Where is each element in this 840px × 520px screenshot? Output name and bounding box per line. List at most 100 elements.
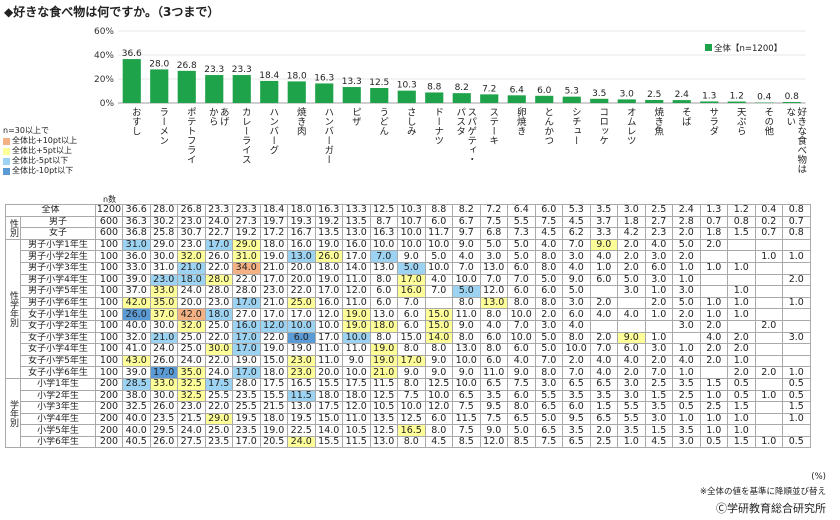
value-cell: 17.0 <box>149 366 178 379</box>
value-cell: 10.0 <box>397 401 426 414</box>
value-cell <box>782 424 811 437</box>
value-cell: 27.3 <box>232 215 261 229</box>
value-cell: 3.5 <box>562 424 591 437</box>
category-label: コロッケ <box>597 107 609 145</box>
value-cell: 1.0 <box>754 389 783 403</box>
value-cell <box>782 343 811 356</box>
value-cell: 17.0 <box>314 285 343 298</box>
value-cell: 1.0 <box>699 308 728 321</box>
value-cell: 1.0 <box>727 424 756 437</box>
value-cell: 1.0 <box>672 366 701 379</box>
value-cell: 3.0 <box>672 285 701 298</box>
value-cell: 7.5 <box>534 215 563 229</box>
value-cell: 10.0 <box>562 343 591 356</box>
value-cell: 1.0 <box>672 261 701 275</box>
value-cell: 2.0 <box>699 354 728 368</box>
value-cell: 3.0 <box>534 377 563 391</box>
row-label: 小学3年生 <box>20 401 96 414</box>
value-cell: 4.0 <box>589 366 618 379</box>
value-cell: 17.0 <box>259 308 288 321</box>
value-cell: 18.0 <box>177 273 206 287</box>
bar <box>287 81 306 103</box>
value-cell: 2.0 <box>754 319 783 333</box>
value-cell: 28.0 <box>204 273 233 287</box>
bar <box>645 100 664 103</box>
value-cell: 28.5 <box>122 377 151 391</box>
value-cell: 10.0 <box>397 238 426 252</box>
value-cell: 4.0 <box>589 354 618 368</box>
category-label: ラーメン <box>157 107 169 145</box>
value-cell: 11.0 <box>314 354 343 368</box>
value-cell: 23.5 <box>232 389 261 403</box>
value-cell: 1.0 <box>699 296 728 310</box>
value-cell: 15.0 <box>397 331 426 345</box>
group-label: 学年別 <box>5 377 21 449</box>
value-cell: 10.0 <box>369 238 398 252</box>
value-cell: 39.0 <box>122 366 151 379</box>
value-cell: 6.0 <box>397 319 426 333</box>
value-cell: 23.0 <box>177 238 206 252</box>
value-cell: 12.0 <box>479 435 508 449</box>
swatch-hi10 <box>3 137 10 145</box>
table-row: 女子小学5年生 100 43.0 26.0 24.0 22.0 19.0 15.0 23.0 11… <box>6 354 811 368</box>
value-cell: 6.0 <box>424 215 453 229</box>
value-cell: 33.0 <box>122 261 151 275</box>
category-label: おすし <box>129 107 141 136</box>
sort-note: ※全体の値を基準に降順並び替え <box>699 487 826 497</box>
row-label: 男子小学4年生 <box>20 273 96 287</box>
value-cell: 1.0 <box>644 285 673 298</box>
value-cell: 36.8 <box>122 227 151 240</box>
table-row: 全体 1200 36.6 28.0 26.8 23.3 23.3 18.4 18.0 16.3 13… <box>5 204 811 217</box>
value-cell: 26.0 <box>149 354 178 368</box>
value-cell: 23.0 <box>259 285 288 298</box>
value-cell: 15.5 <box>314 435 343 449</box>
value-cell: 2.5 <box>699 401 728 414</box>
table-row: 女子小学1年生 100 26.0 37.0 42.0 18.0 27.0 17.0 17.0 12… <box>6 308 811 321</box>
percent-unit: (%) <box>811 472 826 482</box>
value-cell: 0.5 <box>782 435 811 449</box>
value-cell: 17.0 <box>314 331 343 345</box>
value-cell: 8.5 <box>507 435 536 449</box>
value-cell: 1.8 <box>617 215 646 229</box>
category-label: パスタ <box>454 107 466 136</box>
value-cell: 21.0 <box>259 261 288 275</box>
value-cell: 1.0 <box>727 296 756 310</box>
value-cell: 0.5 <box>727 377 756 391</box>
data-label: 12.5 <box>369 78 389 88</box>
value-cell: 9.0 <box>342 354 371 368</box>
value-cell: 6.0 <box>644 261 673 275</box>
row-label: 小学4年生 <box>20 412 96 426</box>
value-cell: 29.5 <box>149 424 178 437</box>
value-cell: 1.5 <box>589 401 618 414</box>
value-cell: 10.7 <box>397 215 426 229</box>
value-cell: 19.0 <box>287 343 316 356</box>
value-cell: 7.0 <box>562 366 591 379</box>
value-cell: 22.0 <box>204 331 233 345</box>
value-cell: 7.0 <box>644 366 673 379</box>
n-cell: 100 <box>95 261 123 275</box>
y-tick-label: 60% <box>94 27 114 37</box>
value-cell: 6.0 <box>534 204 563 217</box>
value-cell: 9.0 <box>452 238 481 252</box>
data-label: 13.3 <box>342 77 362 87</box>
row-label: 小学6年生 <box>20 435 96 449</box>
value-cell: 18.0 <box>259 412 288 426</box>
value-cell: 2.0 <box>644 354 673 368</box>
value-cell: 6.5 <box>589 377 618 391</box>
value-cell: 40.0 <box>122 424 151 437</box>
value-cell: 3.5 <box>672 377 701 391</box>
value-cell: 9.0 <box>562 273 591 287</box>
value-cell: 7.2 <box>479 204 508 217</box>
value-cell: 7.0 <box>452 261 481 275</box>
value-cell: 6.5 <box>452 389 481 403</box>
data-label: 1.3 <box>702 91 716 101</box>
value-cell: 24.0 <box>204 215 233 229</box>
value-cell: 16.7 <box>287 227 316 240</box>
value-cell: 16.3 <box>314 204 343 217</box>
value-cell: 26.0 <box>122 308 151 321</box>
value-cell: 1.3 <box>699 204 728 217</box>
value-cell: 19.0 <box>314 273 343 287</box>
value-cell: 13.5 <box>369 412 398 426</box>
value-cell: 4.0 <box>589 308 618 321</box>
value-cell: 1.0 <box>644 308 673 321</box>
